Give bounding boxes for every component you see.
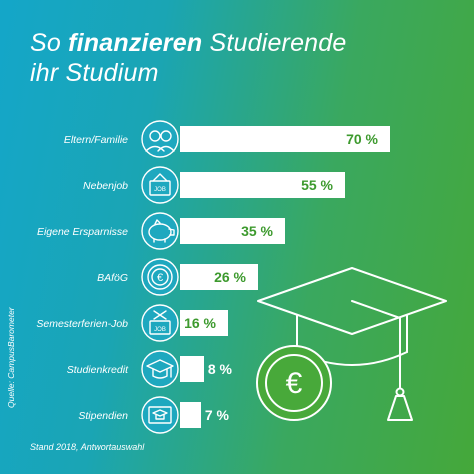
footnote: Stand 2018, Antwortauswahl [30, 442, 145, 452]
value-label: 7 % [205, 407, 230, 423]
category-label: Stipendien [78, 410, 128, 422]
svg-text:JOB: JOB [154, 327, 166, 333]
bar-row: Eltern/Familie 70 % [64, 120, 390, 158]
bar [180, 218, 285, 244]
title-prefix: So [30, 29, 61, 57]
category-label: Eltern/Familie [64, 134, 128, 146]
value-label: 35 % [241, 223, 273, 239]
title-suffix: Studierende [209, 29, 347, 57]
title-bold: finanzieren [68, 29, 203, 57]
bar [180, 310, 228, 336]
source-note: Quelle: CampusBarometer [6, 307, 16, 408]
bar [180, 402, 201, 428]
certificate-icon [141, 396, 179, 434]
value-label: 26 % [214, 269, 246, 285]
category-label: BAföG [97, 272, 128, 284]
value-label: 55 % [301, 177, 333, 193]
job-box-icon: JOB [141, 304, 179, 342]
bar-row: Studienkredit 8 % [67, 350, 233, 388]
svg-text:€: € [157, 272, 163, 284]
job-sign-icon: JOB [141, 166, 179, 204]
bar-row: Nebenjob JOB 55 % [83, 166, 345, 204]
value-label: 8 % [208, 361, 233, 377]
title-line-1: So finanzieren Studierende [30, 28, 450, 58]
bar-row: Eigene Ersparnisse 35 % [37, 212, 285, 250]
bar [180, 356, 204, 382]
piggy-bank-icon [141, 212, 179, 250]
family-icon [141, 120, 179, 158]
bar [180, 264, 258, 290]
value-label: 70 % [346, 131, 378, 147]
value-label: 16 % [184, 315, 216, 331]
svg-text:JOB: JOB [154, 187, 166, 193]
category-label: Semesterferien-Job [36, 318, 128, 330]
bar-row: BAföG €26 % [97, 258, 258, 296]
graduation-cap-icon [141, 350, 179, 388]
chart-title: So finanzieren Studierende ihr Studium [30, 28, 450, 88]
bar-row: Stipendien 7 % [78, 396, 230, 434]
category-label: Studienkredit [67, 364, 129, 376]
coin-euro-symbol: € [286, 367, 303, 400]
bar-row: Semesterferien-Job JOB 16 % [36, 304, 228, 342]
bar [180, 172, 345, 198]
bar [180, 126, 390, 152]
euro-coin-icon: € [141, 258, 179, 296]
title-line-2: ihr Studium [30, 59, 159, 87]
category-label: Nebenjob [83, 180, 128, 192]
category-label: Eigene Ersparnisse [37, 226, 128, 238]
